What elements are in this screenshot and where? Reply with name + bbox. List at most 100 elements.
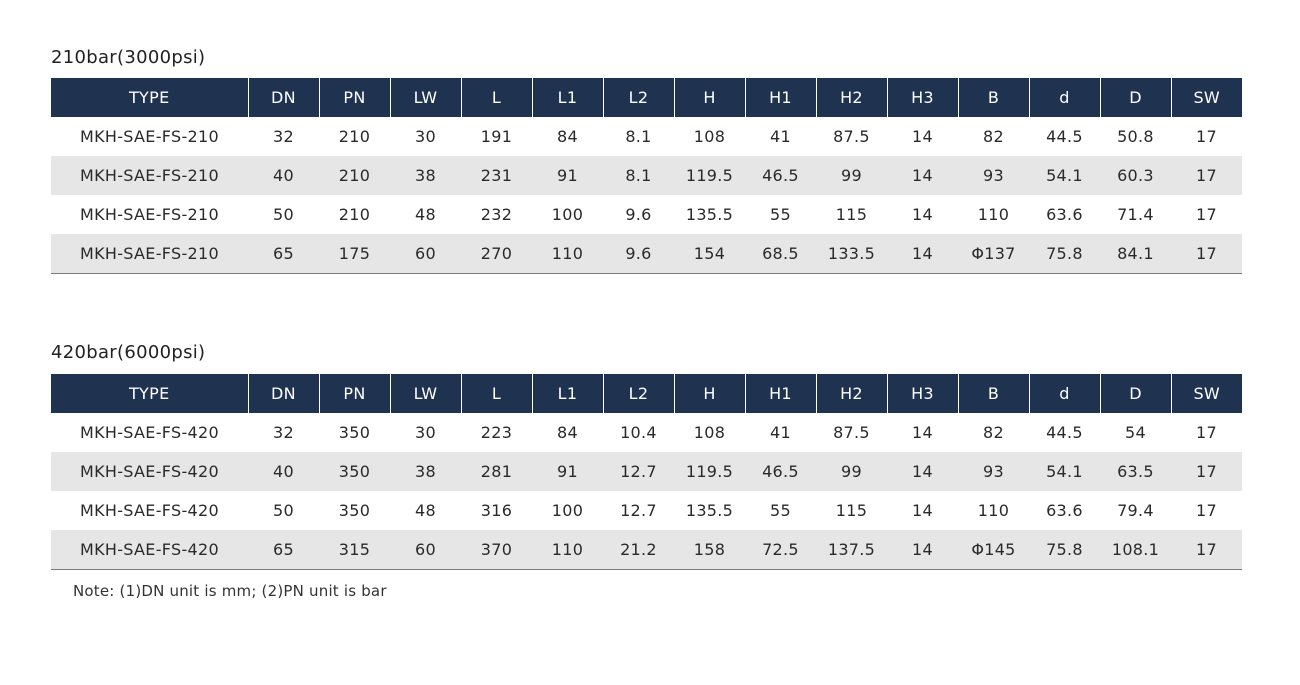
table-cell: 315 xyxy=(319,530,390,570)
column-header: D xyxy=(1099,374,1171,413)
table-cell: 154 xyxy=(674,234,745,274)
table-cell: 82 xyxy=(983,127,1004,146)
units-note: Note: (1)DN unit is mm; (2)PN unit is ba… xyxy=(73,582,387,600)
column-header: B xyxy=(957,78,1029,117)
table-cell: 46.5 xyxy=(745,156,816,195)
table-cell: 115 xyxy=(835,205,868,224)
column-header: DN xyxy=(247,78,319,117)
table-cell: MKH-SAE-FS-420 xyxy=(80,423,219,442)
table-cell: 350 xyxy=(338,501,371,520)
table-cell: 231 xyxy=(461,156,532,195)
column-header: DN xyxy=(247,374,319,413)
table-cell: 12.7 xyxy=(603,452,674,491)
table-cell: 91 xyxy=(532,156,603,195)
table-cell: 55 xyxy=(770,501,791,520)
table-cell: 17 xyxy=(1171,530,1242,570)
column-header: LW xyxy=(389,374,461,413)
table-cell: 14 xyxy=(912,205,933,224)
table-cell: 316 xyxy=(480,501,513,520)
table-cell: 17 xyxy=(1196,205,1217,224)
column-header: L1 xyxy=(531,78,603,117)
column-header: B xyxy=(957,374,1029,413)
table-cell: 270 xyxy=(461,234,532,274)
table-cell: 119.5 xyxy=(674,452,745,491)
column-header: PN xyxy=(318,374,390,413)
table-cell: 40 xyxy=(248,156,319,195)
table-cell: 38 xyxy=(390,156,461,195)
column-header: d xyxy=(1028,374,1100,413)
column-header: H2 xyxy=(815,78,887,117)
table-cell: 119.5 xyxy=(674,156,745,195)
table-cell: 14 xyxy=(912,423,933,442)
column-header: H xyxy=(673,78,745,117)
table-cell: 110 xyxy=(532,234,603,274)
table-cell: 17 xyxy=(1196,423,1217,442)
table-cell: 191 xyxy=(480,127,513,146)
table-cell: 79.4 xyxy=(1117,501,1154,520)
table-cell: 115 xyxy=(835,501,868,520)
table-cell: 84.1 xyxy=(1100,234,1171,274)
table-cell: 175 xyxy=(319,234,390,274)
table-cell: MKH-SAE-FS-210 xyxy=(51,156,248,195)
table-cell: MKH-SAE-FS-420 xyxy=(51,452,248,491)
table-cell: 32 xyxy=(273,423,294,442)
section-title-420bar: 420bar(6000psi) xyxy=(51,342,206,363)
column-header: H xyxy=(673,374,745,413)
table-cell: 93 xyxy=(958,452,1029,491)
table-cell: MKH-SAE-FS-210 xyxy=(80,205,219,224)
column-header: L2 xyxy=(602,374,674,413)
column-header: D xyxy=(1099,78,1171,117)
table-cell: 63.6 xyxy=(1046,501,1083,520)
table-cell: 14 xyxy=(912,501,933,520)
column-header: TYPE xyxy=(51,374,248,413)
table-cell: 40 xyxy=(248,452,319,491)
table-cell: 110 xyxy=(532,530,603,570)
column-header: LW xyxy=(389,78,461,117)
table-cell: 60 xyxy=(390,234,461,274)
table-cell: 370 xyxy=(461,530,532,570)
table-cell: 17 xyxy=(1171,156,1242,195)
column-header: H3 xyxy=(886,374,958,413)
table-cell: 50 xyxy=(273,501,294,520)
table-cell: 9.6 xyxy=(603,234,674,274)
table-cell: 82 xyxy=(983,423,1004,442)
table-cell: 210 xyxy=(338,205,371,224)
table-cell: 100 xyxy=(551,501,584,520)
table-cell: 60.3 xyxy=(1100,156,1171,195)
table-cell: 63.6 xyxy=(1046,205,1083,224)
table-cell: 93 xyxy=(958,156,1029,195)
table-row: MKH-SAE-FS-420 40 350 38 281 91 12.7 119.5 46.5 9… xyxy=(51,452,1242,491)
table-cell: 44.5 xyxy=(1046,423,1083,442)
table-cell: 41 xyxy=(770,127,791,146)
table-cell: 32 xyxy=(273,127,294,146)
table-cell: 68.5 xyxy=(745,234,816,274)
table-cell: Φ137 xyxy=(958,234,1029,274)
table-cell: 223 xyxy=(480,423,513,442)
table-row: MKH-SAE-FS-210 50 210 48 232 100 9.6 135.5 55 115… xyxy=(51,195,1242,234)
table-cell: 108 xyxy=(693,423,726,442)
table-cell: 12.7 xyxy=(620,501,657,520)
table-cell: 54.1 xyxy=(1029,452,1100,491)
table-cell: 110 xyxy=(977,501,1010,520)
table-cell: 135.5 xyxy=(685,501,734,520)
column-header: H2 xyxy=(815,374,887,413)
table-cell: 108 xyxy=(693,127,726,146)
table-cell: 60 xyxy=(390,530,461,570)
table-cell: 50.8 xyxy=(1117,127,1154,146)
table-cell: 350 xyxy=(338,423,371,442)
column-header: H1 xyxy=(744,374,816,413)
table-cell: 41 xyxy=(770,423,791,442)
table-cell: 133.5 xyxy=(816,234,887,274)
column-header: d xyxy=(1028,78,1100,117)
table-cell: 14 xyxy=(887,452,958,491)
table-cell: MKH-SAE-FS-420 xyxy=(51,530,248,570)
table-cell: 9.6 xyxy=(625,205,652,224)
table-cell: 38 xyxy=(390,452,461,491)
column-header: H1 xyxy=(744,78,816,117)
column-header: H3 xyxy=(886,78,958,117)
table-cell: 232 xyxy=(480,205,513,224)
table-cell: 99 xyxy=(816,156,887,195)
table-row: MKH-SAE-FS-210 32 210 30 191 84 8.1 108 41 87.5 14… xyxy=(51,117,1242,156)
